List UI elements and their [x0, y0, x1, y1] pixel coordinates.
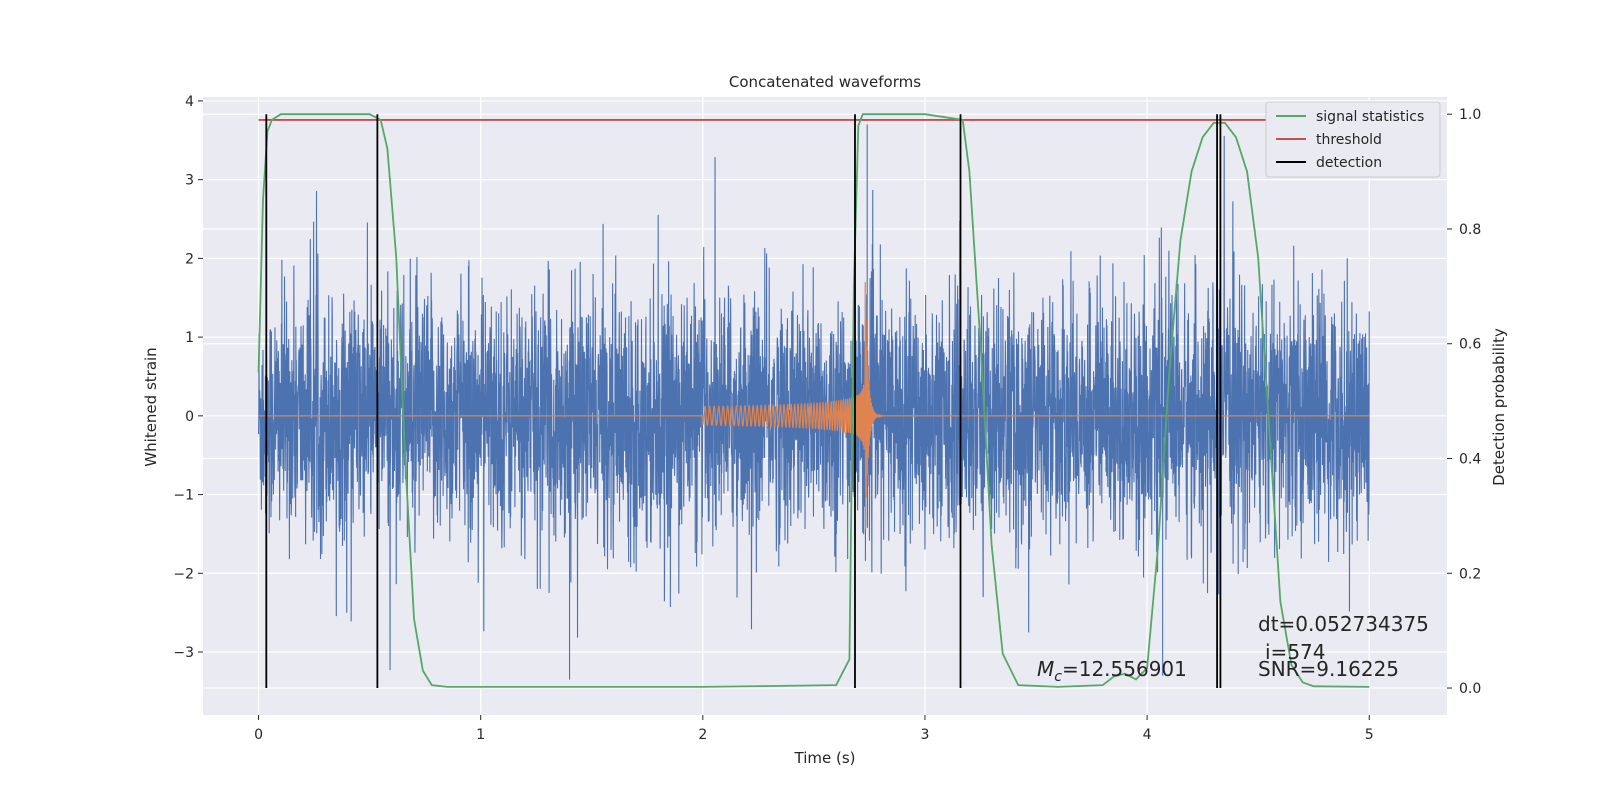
y-tick-label-right: 0.2: [1459, 566, 1481, 582]
x-axis-label: Time (s): [794, 749, 856, 767]
y-tick-label-left: 0: [185, 409, 194, 425]
y-tick-label-left: 4: [185, 94, 194, 110]
legend-label-signal-statistics: signal statistics: [1316, 109, 1424, 125]
legend-label-detection: detection: [1316, 155, 1382, 171]
legend: signal statistics threshold detection: [1265, 101, 1441, 178]
y-tick-label-left: 2: [185, 251, 194, 267]
index-annotation: i=574: [1265, 640, 1326, 664]
x-axis: 0 1 2 3 4 5: [254, 715, 1374, 743]
y-tick-label-left: −2: [173, 566, 194, 582]
x-tick-label: 3: [921, 727, 930, 743]
x-tick-label: 1: [476, 727, 485, 743]
y-tick-label-left: −3: [173, 645, 194, 661]
y-axis-label-left: Whitened strain: [142, 347, 160, 466]
y-tick-label-right: 0.0: [1459, 681, 1481, 697]
signal-statistics-line: [257, 113, 1370, 688]
y-axis-left: −3 −2 −1 0 1 2 3 4: [173, 94, 203, 661]
legend-box: [1265, 101, 1441, 178]
dt-annotation: dt=0.052734375: [1258, 612, 1429, 636]
y-tick-label-right: 0.8: [1459, 222, 1481, 238]
x-tick-label: 0: [254, 727, 263, 743]
y-axis-label-right: Detection probability: [1490, 328, 1508, 486]
strain-series: [257, 124, 1370, 680]
x-tick-label: 4: [1143, 727, 1152, 743]
y-tick-label-left: 3: [185, 173, 194, 189]
template-line: [258, 281, 1370, 530]
signal-statistics-series: [257, 113, 1370, 688]
x-tick-label: 5: [1365, 727, 1374, 743]
y-tick-label-left: −1: [173, 488, 194, 504]
detection-lines: [265, 114, 1222, 689]
legend-label-threshold: threshold: [1316, 132, 1382, 148]
chirp-mass-annotation: Mc=12.556901: [1037, 657, 1187, 685]
chart-title: Concatenated waveforms: [729, 73, 921, 91]
snr-annotation: SNR=9.16225: [1258, 657, 1399, 681]
x-tick-label: 2: [698, 727, 707, 743]
strain-line: [257, 124, 1370, 680]
template-series: [258, 281, 1370, 530]
y-tick-label-right: 0.6: [1459, 337, 1481, 353]
y-tick-label-right: 1.0: [1459, 107, 1481, 123]
y-tick-label-left: 1: [185, 330, 194, 346]
y-axis-right: 0.0 0.2 0.4 0.6 0.8 1.0: [1447, 107, 1481, 697]
y-tick-label-right: 0.4: [1459, 452, 1481, 468]
